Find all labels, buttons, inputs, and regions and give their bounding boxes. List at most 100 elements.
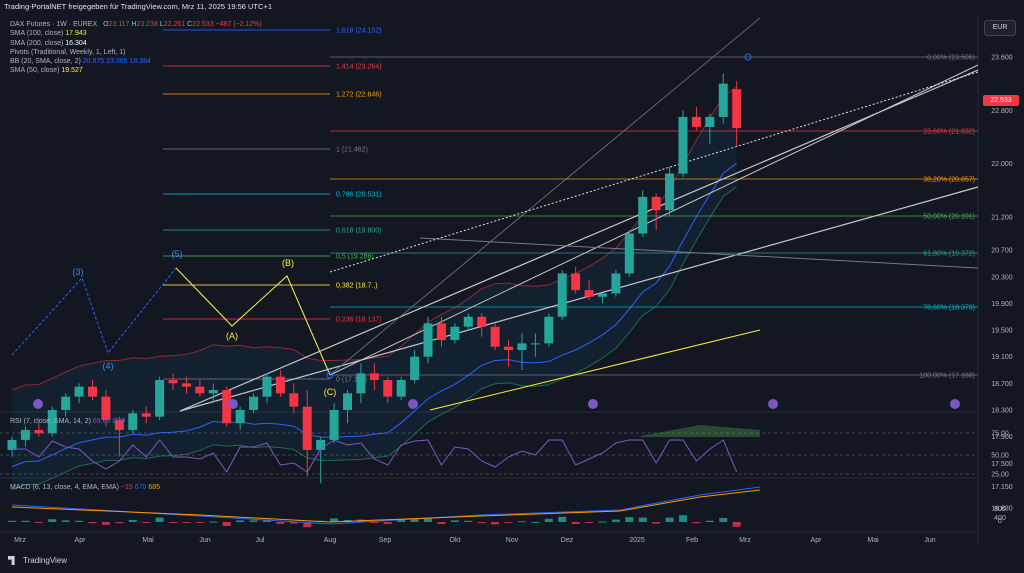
macd-histogram-bar — [383, 522, 392, 524]
currency-button[interactable]: EUR — [984, 20, 1016, 36]
candle-body — [34, 429, 44, 434]
wave-label: (B) — [282, 258, 294, 268]
time-axis-tick: Nov — [506, 537, 519, 544]
wave-label: (A) — [226, 331, 238, 341]
candle-body — [262, 376, 272, 397]
macd-histogram-bar — [652, 522, 661, 524]
macd-histogram-bar — [397, 520, 406, 522]
macd-histogram-bar — [8, 520, 16, 522]
bollinger-band-fill — [12, 86, 737, 490]
macd-histogram-bar — [128, 520, 137, 522]
last-price-tag: 22.533 — [983, 95, 1019, 106]
candle-body — [61, 396, 71, 410]
fib-right-label: 61,80% (19.372) — [923, 251, 975, 258]
candle-body — [7, 439, 17, 450]
time-axis-tick: Jun — [199, 537, 210, 544]
time-axis-tick: Sep — [379, 537, 392, 544]
symbol-line[interactable]: DAX Futures · 1W · EUREX O23.117 H23.238… — [10, 20, 262, 29]
time-axis-tick: Aug — [324, 537, 337, 544]
candle-body — [74, 386, 84, 397]
macd-histogram-bar — [262, 519, 271, 522]
ohlc-open-label: O — [103, 21, 109, 28]
indicator-sma50[interactable]: SMA (50, close) 19.527 — [10, 67, 83, 75]
tradingview-branding[interactable]: TradingView — [8, 556, 67, 565]
macd-histogram-bar — [719, 518, 728, 522]
macd-histogram-bar — [705, 520, 714, 522]
macd-axis-tick: 400 — [994, 515, 1006, 522]
ohlc-low: 22.261 — [163, 21, 186, 28]
time-axis-tick: Okt — [450, 537, 461, 544]
macd-histogram-bar — [61, 520, 70, 522]
fib-left-label: 0,786 (20.531) — [336, 192, 382, 199]
abc-correction-path — [175, 267, 331, 376]
indicator-bb[interactable]: BB (20, SMA, close, 2) 20.875 23.365 18.… — [10, 58, 151, 66]
candle-body — [665, 173, 675, 211]
macd-histogram-bar — [169, 522, 178, 523]
candle-body — [302, 406, 312, 450]
earnings-event-icon — [228, 399, 238, 409]
price-axis-tick: 22.000 — [991, 161, 1013, 168]
candle-body — [383, 380, 393, 397]
candle-body — [638, 196, 648, 234]
ohlc-high-label: H — [131, 21, 137, 28]
price-axis-tick: 19.100 — [991, 354, 1013, 361]
time-axis-tick: Feb — [686, 537, 698, 544]
macd-histogram-bar — [182, 522, 191, 523]
candle-body — [584, 290, 594, 297]
dotted-trendline — [329, 71, 979, 273]
fib-right-label: 0,00% (23.506) — [927, 55, 975, 62]
fib-left-label: 0,236 (18.137) — [336, 317, 382, 324]
macd-histogram-bar — [692, 522, 701, 524]
candle-body — [128, 413, 138, 430]
macd-histogram-bar — [88, 522, 97, 524]
indicator-sma100[interactable]: SMA (100, close) 17.943 — [10, 30, 87, 38]
candle-body — [88, 386, 98, 397]
candle-body — [369, 373, 379, 381]
time-axis-tick: Mai — [142, 537, 154, 544]
earnings-event-icon — [768, 399, 778, 409]
candle-body — [343, 393, 352, 410]
macd-histogram-bar — [585, 522, 594, 523]
candle-body — [208, 390, 218, 394]
ohlc-high: 23.238 — [136, 21, 158, 28]
candle-body — [249, 396, 259, 410]
price-axis-tick: 23.600 — [991, 55, 1013, 62]
candle-body — [651, 196, 661, 211]
macd-histogram-bar — [477, 522, 486, 524]
macd-histogram-bar — [330, 518, 339, 522]
macd-legend[interactable]: MACD (6, 13, close, 4, EMA, EMA) −15 670… — [10, 484, 161, 491]
candle-body — [20, 429, 30, 440]
macd-histogram-bar — [424, 518, 433, 522]
trendline-lower — [179, 69, 979, 412]
time-axis-tick: Jun — [924, 537, 935, 544]
fib-left-label: 0,382 (18.7..) — [336, 283, 378, 290]
rsi-legend[interactable]: RSI (7, close, SMA, 14, 2) 69,60 Ø Ø — [10, 418, 126, 425]
macd-histogram-bar — [195, 522, 204, 523]
macd-histogram-bar — [249, 520, 258, 522]
indicator-sma200[interactable]: SMA (200, close) 16.304 — [10, 39, 87, 47]
candle-body — [289, 393, 299, 407]
indicator-pivots[interactable]: Pivots (Traditional, Weekly, 1, Left, 1) — [10, 48, 126, 56]
candle-body — [718, 83, 728, 117]
trendline-lower-2 — [179, 186, 979, 412]
time-axis-tick: Mrz — [14, 537, 26, 544]
time-axis-tick: Jul — [256, 537, 265, 544]
candle-body — [530, 343, 540, 345]
fib-left-label: 1,272 (22.646) — [336, 92, 382, 99]
fib-left-label: 1 (21.462) — [336, 147, 368, 154]
fib-left-label: 0 (17.110) — [336, 377, 367, 384]
earnings-event-icon — [588, 399, 598, 409]
macd-histogram-bar — [48, 519, 57, 522]
macd-histogram-bar — [611, 519, 620, 522]
time-axis-tick: Mai — [867, 537, 879, 544]
fib-right-label: 50,00% (20.101) — [923, 214, 975, 221]
fib-right-label: 78,60% (18.379) — [923, 305, 975, 312]
rsi-axis-tick: 25,00 — [991, 472, 1009, 479]
wave-label: (5) — [172, 249, 183, 259]
macd-histogram-bar — [598, 521, 607, 523]
bollinger-lower-line — [11, 186, 737, 491]
fib-left-label: 1,618 (24.152) — [336, 28, 382, 35]
candle-body — [477, 316, 487, 327]
macd-histogram-bar — [276, 522, 285, 524]
